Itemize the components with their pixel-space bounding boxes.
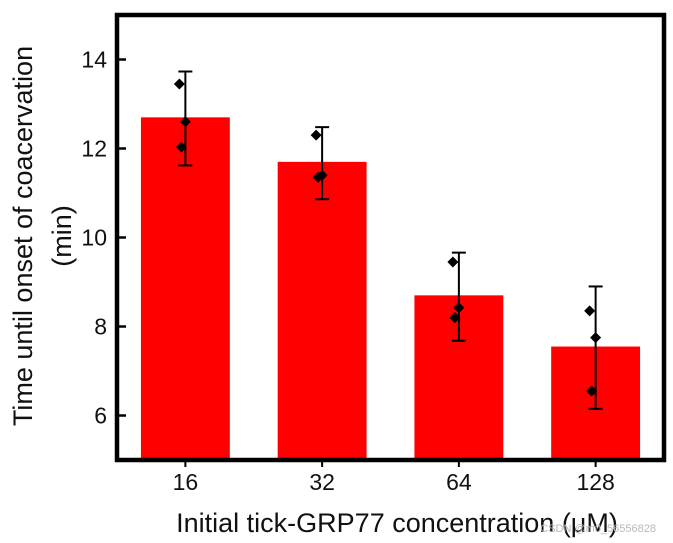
bar-32 [277,161,367,460]
x-tick-label-128: 128 [576,469,614,495]
data-point-32-1 [310,129,322,141]
bar-16 [140,117,230,460]
data-point-32-3 [312,171,324,183]
watermark-text: CSDN @m0_56556828 [540,523,656,535]
x-axis-title: Initial tick-GRP77 concentration (μM) [176,508,618,538]
y-axis-title-line1: Time until onset of coacervation [8,46,38,426]
data-point-64-2 [453,302,465,314]
data-point-128-1 [584,305,596,317]
data-point-128-3 [586,385,598,397]
error-bars-layer [178,70,603,410]
y-tick-label-8: 8 [94,314,107,340]
data-point-128-2 [590,332,602,344]
y-axis-title-line2: (min) [47,205,77,267]
y-tick-label-12: 12 [81,136,107,162]
data-point-64-1 [447,256,459,268]
data-point-16-3 [175,141,187,153]
data-point-16-1 [173,78,185,90]
x-tick-label-64: 64 [446,469,472,495]
bars-layer [140,117,641,460]
y-tick-label-10: 10 [81,225,107,251]
y-tick-label-6: 6 [94,403,107,429]
x-tick-label-16: 16 [173,469,199,495]
data-points-layer [173,78,602,397]
axis-ticks-layer: 16 32 64 128 6 8 10 12 14 [81,47,614,496]
data-point-64-3 [449,312,461,324]
data-point-16-2 [179,116,191,128]
y-tick-label-14: 14 [81,47,107,73]
x-tick-label-32: 32 [309,469,335,495]
